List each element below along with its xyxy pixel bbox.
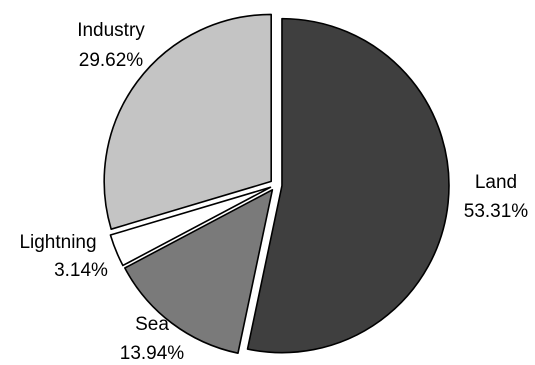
pie-slice-sea <box>124 188 274 355</box>
pie-slice-industry <box>103 13 272 230</box>
lightning-label: Lightning <box>19 232 96 253</box>
industry-label: Industry <box>77 20 145 41</box>
label-lightning: Lightning 3.14% <box>19 232 108 281</box>
sea-label: Sea <box>135 314 169 335</box>
pie-slices <box>103 13 450 355</box>
land-percent: 53.31% <box>464 201 529 222</box>
label-sea: Sea 13.94% <box>120 314 185 364</box>
label-land: Land 53.31% <box>464 172 529 222</box>
pie-slice-lightning <box>109 186 272 267</box>
lightning-percent: 3.14% <box>54 260 108 281</box>
industry-percent: 29.62% <box>79 50 144 71</box>
land-label: Land <box>475 172 517 193</box>
sea-percent: 13.94% <box>120 343 185 364</box>
label-industry: Industry 29.62% <box>77 20 145 71</box>
pie-slice-land <box>246 17 450 354</box>
